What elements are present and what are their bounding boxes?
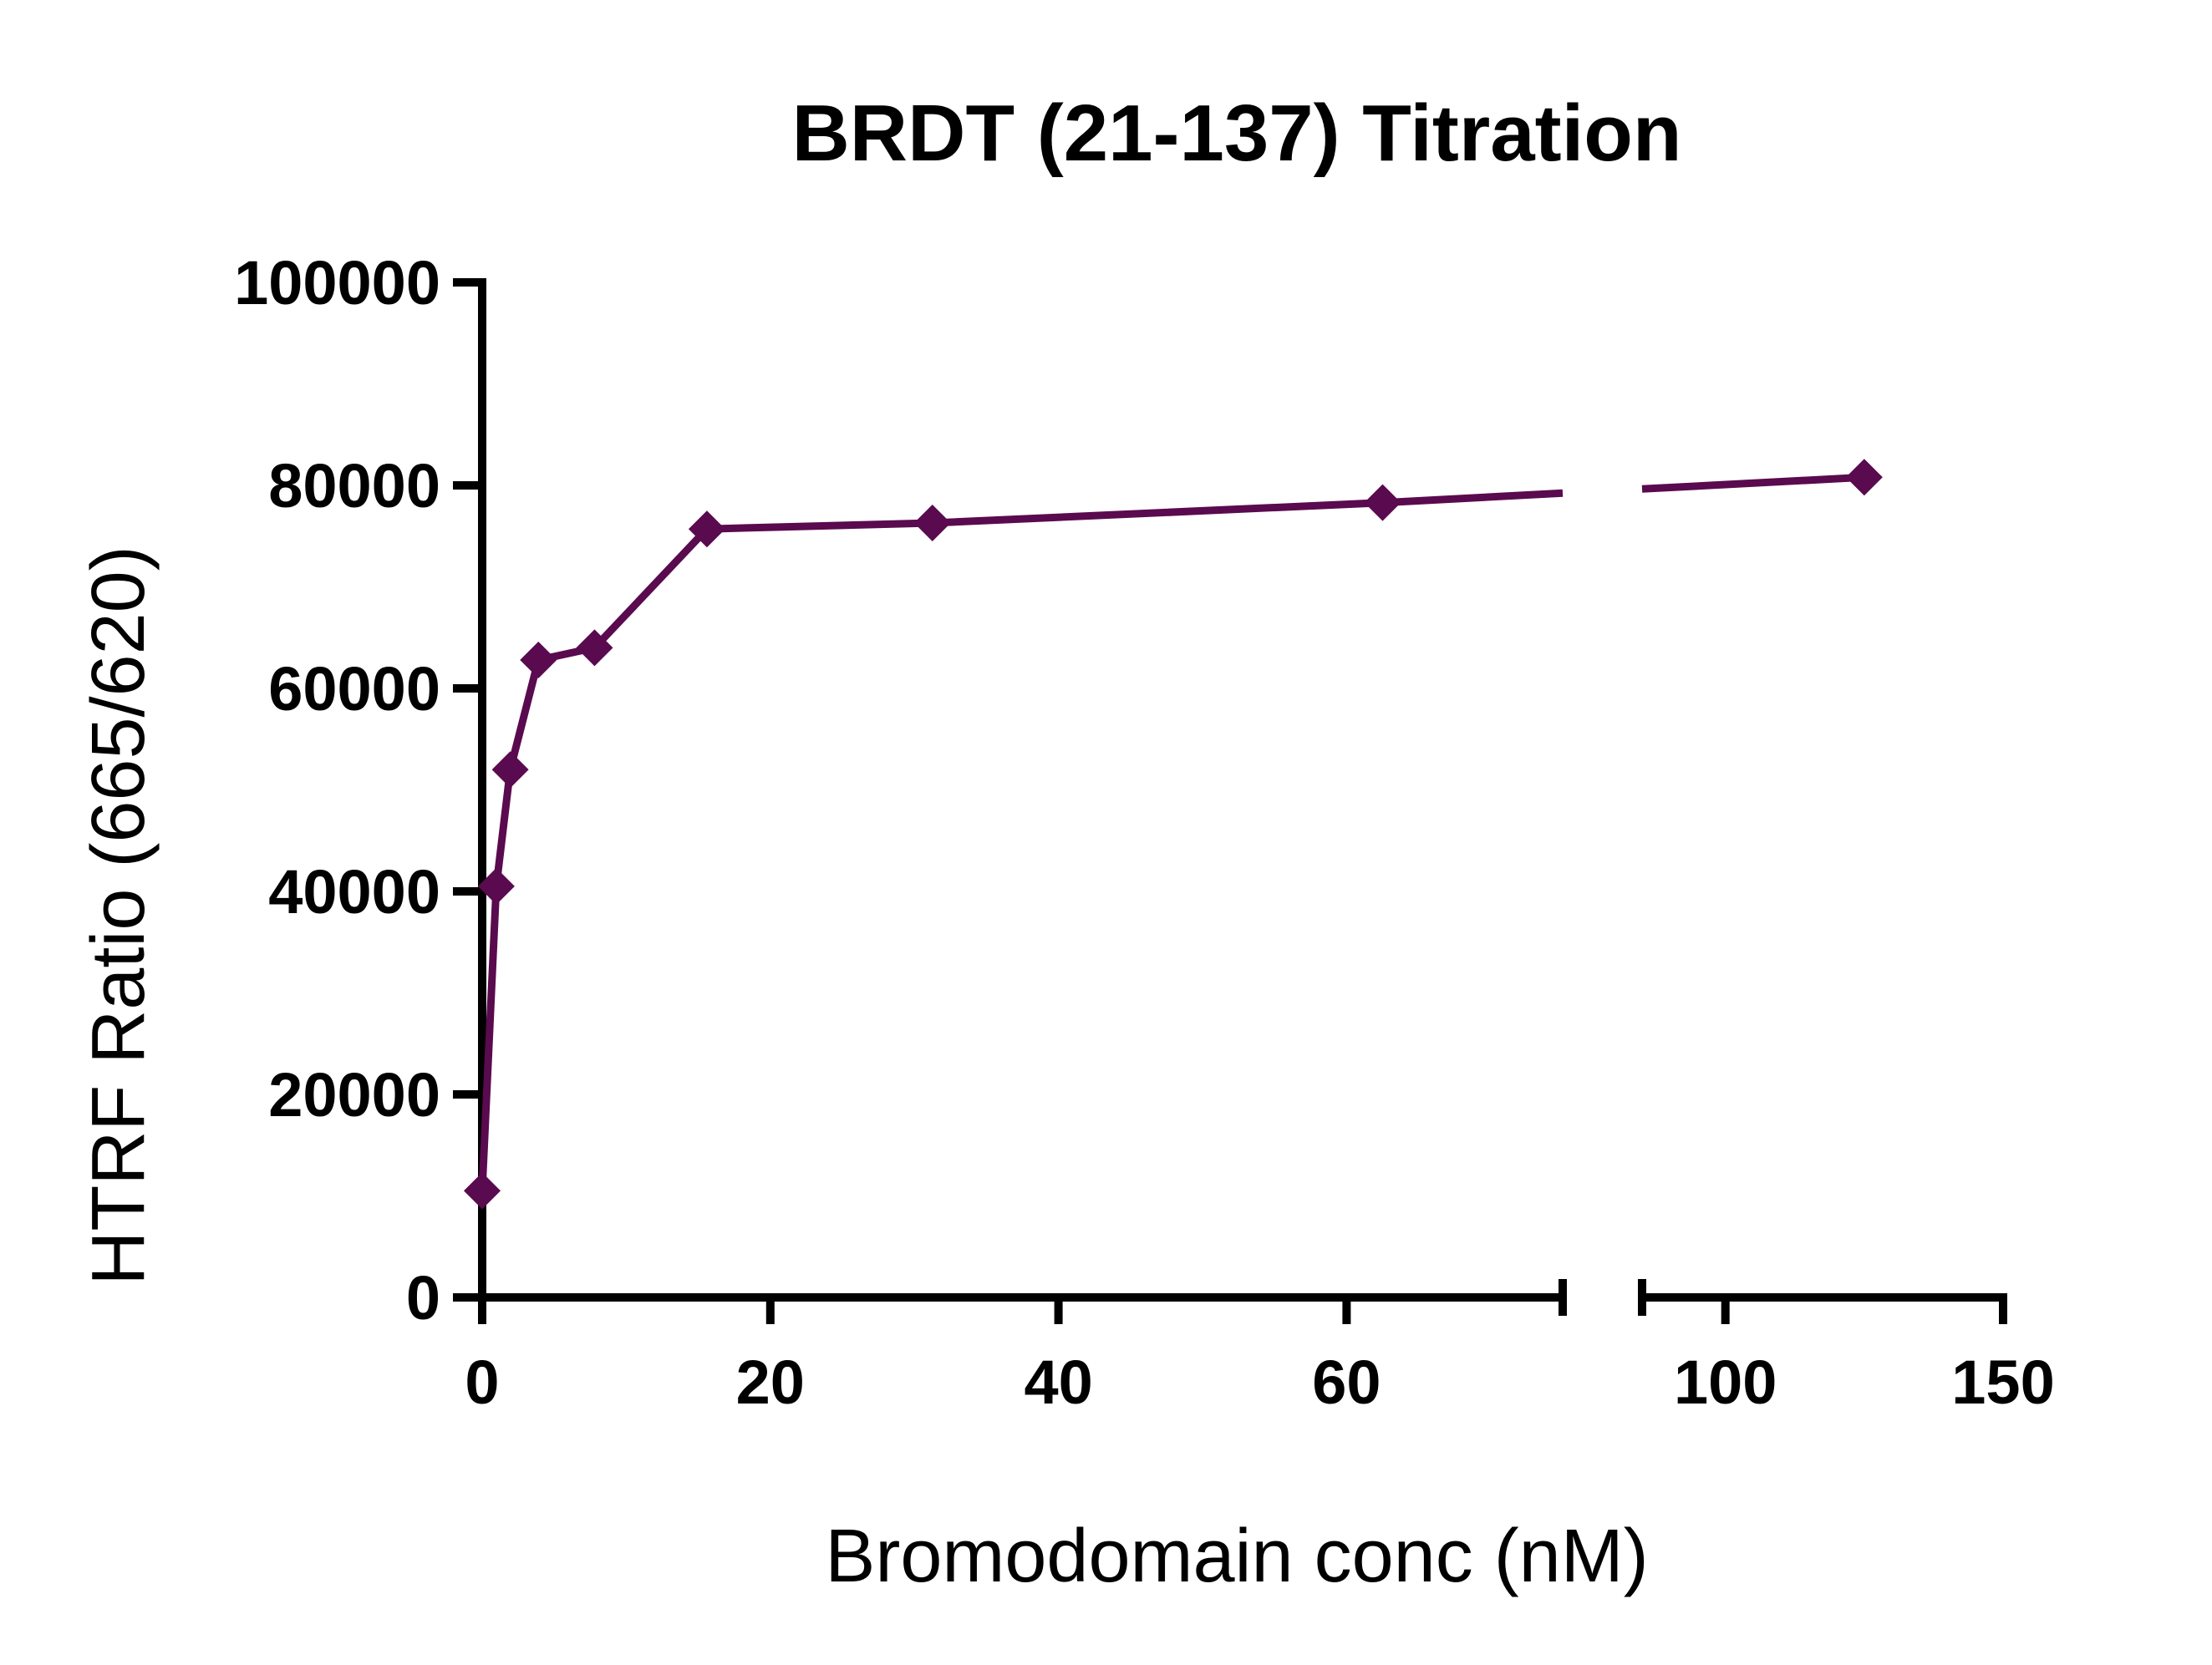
data-point	[1364, 484, 1401, 521]
data-point	[913, 504, 951, 541]
data-point	[464, 1172, 501, 1210]
chart-title: BRDT (21-137) Titration	[791, 89, 1681, 178]
y-tick-label: 80000	[268, 451, 440, 520]
y-tick-label: 100000	[234, 248, 440, 317]
y-axis: 0 20000 40000 60000 80000 100000	[234, 248, 486, 1333]
series-line	[478, 489, 1564, 1191]
data-point	[520, 641, 557, 678]
x-axis: 0 20 40 60 100 150	[465, 1279, 2055, 1417]
x-tick-label: 40	[1024, 1348, 1092, 1417]
y-tick-label: 40000	[268, 857, 440, 926]
x-tick-label: 100	[1674, 1348, 1777, 1417]
y-tick-label: 20000	[268, 1060, 440, 1129]
data-point	[576, 629, 613, 667]
x-tick-label: 60	[1312, 1348, 1381, 1417]
x-tick-label: 150	[1951, 1348, 2054, 1417]
y-axis-label: HTRF Ratio (665/620)	[77, 546, 160, 1285]
x-axis-label: Bromodomain conc (nM)	[825, 1515, 1648, 1598]
series-layer	[464, 459, 1883, 1210]
x-tick-label: 0	[465, 1348, 499, 1417]
data-point	[688, 510, 725, 548]
data-point	[491, 751, 529, 789]
y-tick-label: 0	[406, 1263, 440, 1333]
data-point	[477, 867, 515, 905]
y-tick-label: 60000	[268, 654, 440, 723]
series-line	[1641, 473, 1865, 493]
data-point	[1845, 459, 1883, 496]
x-tick-label: 20	[736, 1348, 805, 1417]
